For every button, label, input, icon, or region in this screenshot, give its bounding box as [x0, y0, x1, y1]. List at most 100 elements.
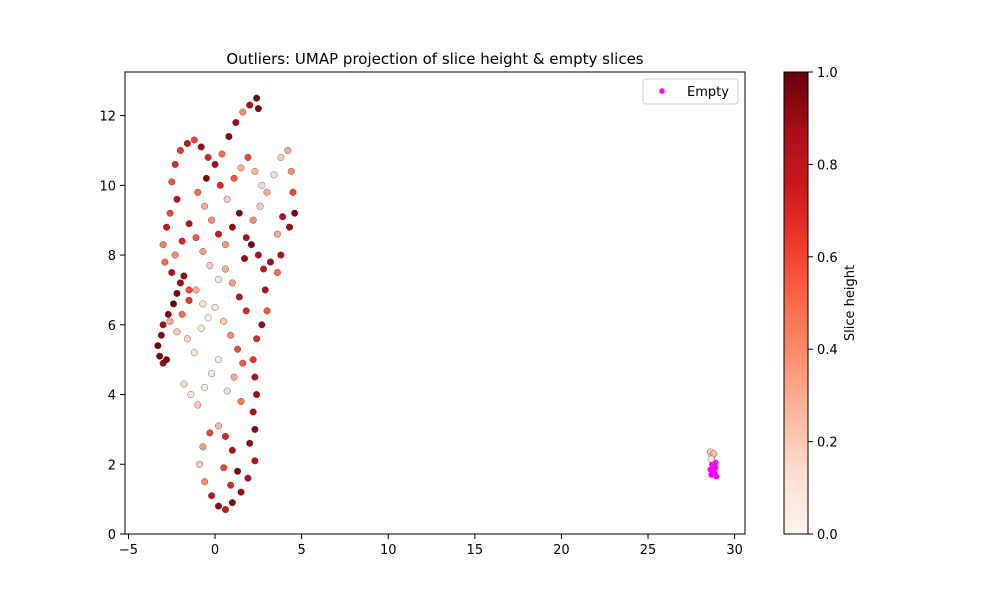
slice-point-0-15: [163, 223, 171, 231]
slice-point-0-61: [249, 356, 257, 364]
slice-point-0-120: [258, 181, 266, 189]
legend-label-empty: Empty: [687, 85, 729, 100]
slice-point-0-7: [170, 300, 177, 308]
slice-point-0-124: [166, 317, 174, 325]
slice-point-0-129: [199, 300, 207, 308]
y-tick-label-0: 0: [108, 528, 116, 543]
slice-point-0-24: [204, 153, 212, 161]
slice-point-0-22: [190, 136, 198, 144]
slice-point-0-45: [277, 153, 285, 161]
slice-point-0-102: [242, 307, 250, 315]
chart-title: Outliers: UMAP projection of slice heigh…: [226, 50, 643, 68]
x-tick-label-6: 25: [640, 543, 657, 558]
slice-point-0-40: [242, 234, 250, 242]
slice-point-0-85: [187, 391, 195, 399]
y-tick-label-4: 8: [108, 249, 116, 264]
slice-point-0-39: [235, 209, 243, 217]
colorbar-tick-label-2: 0.4: [817, 343, 838, 358]
slice-point-0-58: [263, 307, 271, 315]
slice-point-0-110: [185, 220, 193, 228]
slice-point-0-121: [241, 255, 248, 263]
slice-point-0-82: [227, 481, 235, 489]
slice-point-0-77: [206, 429, 214, 437]
slice-point-0-38: [228, 223, 236, 231]
slice-point-0-109: [192, 234, 200, 242]
slice-point-0-87: [201, 384, 209, 392]
slice-point-0-28: [232, 119, 240, 127]
slice-point-0-12: [185, 286, 193, 294]
x-tick-label-1: 0: [211, 543, 219, 558]
slice-point-0-113: [202, 174, 210, 182]
slice-point-0-34: [201, 202, 209, 210]
slice-point-0-91: [183, 335, 191, 343]
slice-point-0-31: [253, 94, 261, 102]
slice-point-0-101: [237, 398, 245, 405]
slice-point-0-37: [221, 241, 229, 249]
slice-point-0-116: [230, 174, 238, 182]
slice-point-0-20: [176, 146, 184, 154]
y-tick-label-2: 4: [108, 389, 116, 404]
slice-point-0-32: [254, 105, 262, 113]
slice-point-0-83: [220, 464, 228, 472]
slice-point-0-115: [223, 195, 231, 203]
slice-point-0-33: [194, 188, 202, 196]
slice-point-0-46: [284, 146, 292, 154]
slice-point-0-96: [227, 331, 235, 339]
slice-point-0-23: [197, 143, 205, 151]
legend-marker-empty: [659, 88, 665, 94]
colorbar-tick-label-0: 0.0: [817, 528, 838, 543]
slice-point-0-97: [234, 345, 242, 353]
colorbar-tick-label-3: 0.6: [817, 251, 838, 266]
slice-point-0-29: [239, 108, 247, 116]
slice-point-0-81: [234, 467, 242, 475]
slice-point-0-104: [228, 279, 236, 287]
empty-point-1-6: [713, 473, 720, 480]
slice-point-0-14: [159, 241, 167, 249]
y-tick-label-6: 12: [99, 110, 116, 125]
slice-point-0-119: [251, 167, 259, 175]
slice-point-0-42: [256, 202, 264, 210]
slice-point-0-94: [211, 303, 219, 311]
x-tick-label-4: 15: [467, 543, 484, 558]
slice-point-0-114: [216, 181, 224, 189]
slice-point-0-60: [253, 335, 261, 343]
slice-point-0-49: [291, 209, 299, 217]
colorbar-gradient: [783, 71, 809, 535]
slice-point-0-57: [261, 286, 269, 294]
slice-point-0-66: [246, 439, 254, 447]
x-axis: −5 0 5 10 15 20 25 30: [119, 534, 743, 558]
slice-point-0-122: [247, 241, 255, 249]
slice-point-0-27: [225, 133, 233, 140]
slice-point-2-3: [707, 455, 715, 463]
colorbar-tick-label-1: 0.2: [817, 436, 838, 451]
y-tick-label-5: 10: [99, 179, 116, 194]
slice-point-0-100: [223, 387, 231, 395]
slice-point-0-98: [239, 359, 247, 367]
slice-point-0-107: [206, 262, 214, 269]
slice-point-0-99: [230, 373, 238, 381]
slice-point-0-84: [180, 380, 188, 388]
slice-point-0-67: [251, 457, 259, 465]
colorbar-ticks: 0.0 0.2 0.4 0.6 0.8 1.0: [808, 66, 838, 543]
slice-point-0-43: [263, 188, 271, 196]
colorbar-tick-label-4: 0.8: [817, 158, 838, 173]
slice-point-0-53: [277, 251, 285, 259]
y-axis: 0 2 4 6 8 10 12: [99, 110, 125, 543]
x-tick-label-5: 20: [553, 543, 570, 558]
colorbar-label: Slice height: [843, 265, 858, 341]
slice-point-0-112: [171, 251, 179, 259]
plot-area-frame: [124, 71, 746, 535]
legend-box: [642, 78, 739, 105]
slice-point-0-74: [201, 478, 209, 486]
slice-point-0-126: [178, 310, 186, 318]
slice-point-0-5: [159, 321, 167, 329]
slice-point-0-105: [221, 265, 229, 273]
slice-point-0-41: [249, 216, 257, 224]
slice-point-0-65: [251, 425, 259, 433]
slice-point-0-9: [176, 279, 184, 287]
slice-point-0-90: [190, 349, 198, 357]
slice-point-0-16: [166, 209, 174, 217]
slice-point-0-93: [204, 314, 212, 322]
